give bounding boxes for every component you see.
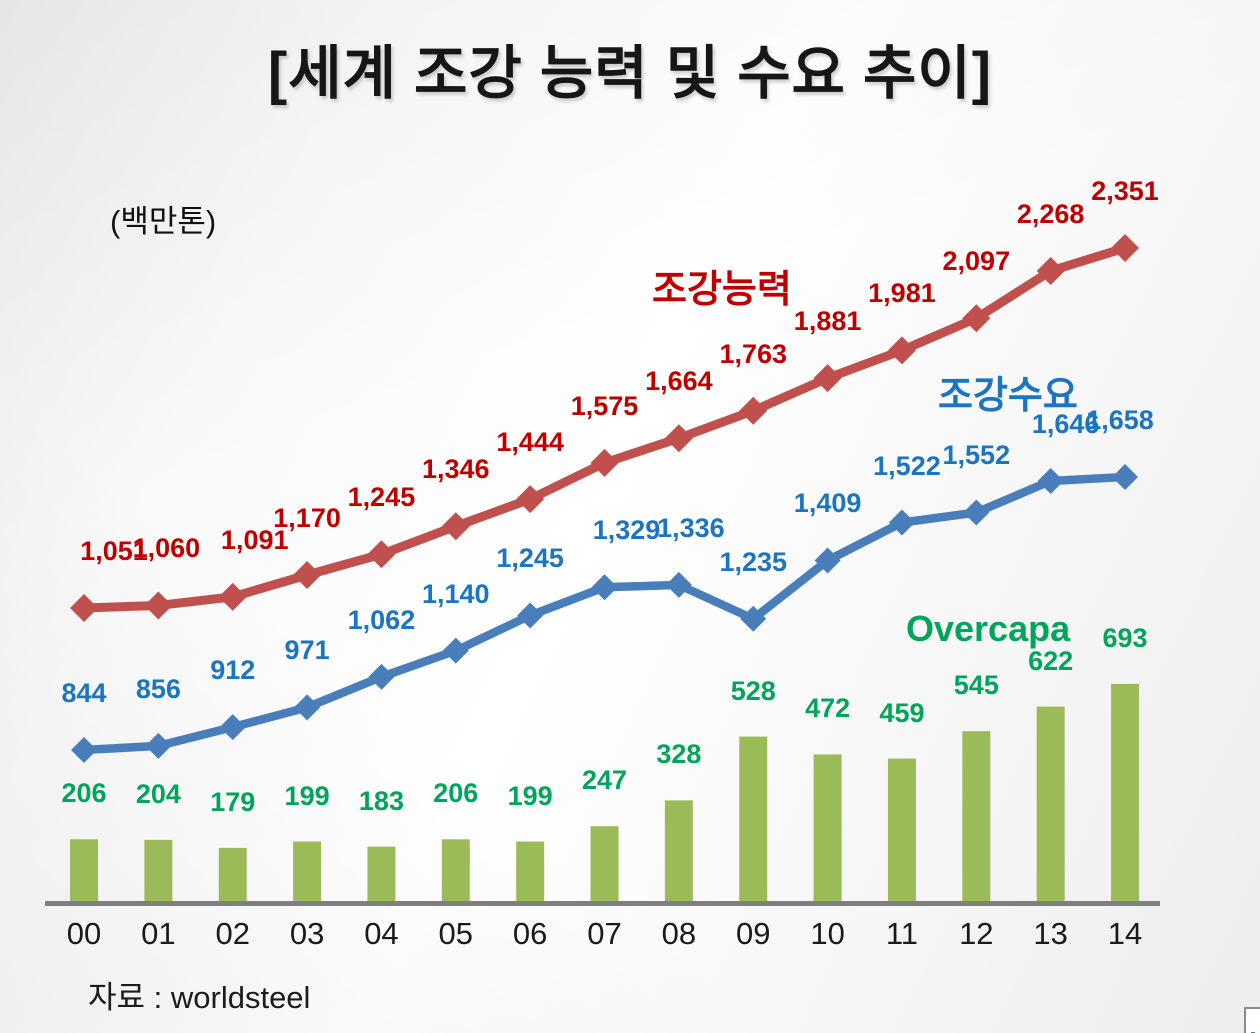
- capacity-point-marker: [516, 485, 545, 514]
- demand-point-marker: [71, 736, 97, 763]
- capacity-point-marker: [813, 364, 842, 393]
- demand-point-marker: [145, 732, 172, 759]
- overcapacity-bar: [144, 839, 173, 905]
- capacity-series-label: 조강능력: [652, 269, 792, 311]
- capacity-point-marker: [1036, 256, 1065, 285]
- source-label: 자료 : worldsteel: [88, 980, 311, 1015]
- demand-series-label: 조강수요: [938, 375, 1078, 417]
- capacity-point-marker: [70, 593, 98, 622]
- demand-point-marker: [740, 605, 767, 632]
- demand-point-marker: [294, 694, 321, 721]
- capacity-point-marker: [367, 540, 396, 569]
- capacity-point-marker: [1111, 233, 1140, 262]
- capacity-point-marker: [887, 336, 916, 365]
- overcapacity-bar: [962, 731, 991, 905]
- overcapacity-bar: [813, 754, 842, 905]
- overcapacity-bar: [590, 826, 619, 905]
- demand-point-marker: [442, 637, 469, 664]
- unit-label: (백만톤): [110, 204, 217, 239]
- demand-point-marker: [665, 571, 692, 598]
- demand-point-marker: [1037, 467, 1064, 494]
- capacity-point-marker: [441, 512, 470, 541]
- overcapacity-series-label: Overcapa: [906, 608, 1071, 649]
- overcapacity-bar: [887, 758, 916, 905]
- demand-point-marker: [368, 663, 395, 690]
- demand-point-marker: [591, 574, 618, 601]
- overcapacity-bar: [664, 800, 693, 905]
- overcapacity-bar: [1036, 706, 1065, 905]
- demand-point-marker: [814, 547, 841, 574]
- demand-point-marker: [517, 602, 544, 629]
- overcapacity-bar: [441, 839, 470, 905]
- overcapacity-bar: [293, 841, 322, 905]
- capacity-point-marker: [664, 424, 693, 453]
- overcapacity-bar: [367, 846, 396, 905]
- overcapacity-bar: [218, 847, 247, 905]
- overcapacity-bar: [70, 839, 98, 905]
- demand-point-marker: [219, 714, 246, 741]
- demand-point-marker: [1112, 463, 1139, 490]
- capacity-point-marker: [590, 448, 619, 477]
- capacity-point-marker: [144, 591, 173, 620]
- overcapacity-bar: [516, 841, 545, 905]
- overcapacity-bar: [1111, 683, 1140, 905]
- chart-title: [세계 조강 능력 및 수요 추이]: [267, 41, 993, 106]
- capacity-point-marker: [293, 561, 322, 590]
- demand-point-marker: [963, 499, 990, 526]
- overcapacity-bar: [739, 736, 768, 905]
- demand-point-marker: [888, 509, 915, 536]
- capacity-point-marker: [739, 396, 768, 425]
- capacity-line: [79, 243, 1130, 613]
- x-axis-line: [45, 901, 1160, 906]
- capacity-point-marker: [962, 304, 991, 333]
- capacity-point-marker: [218, 582, 247, 611]
- corner-window-thumbnail[interactable]: [1244, 1007, 1260, 1033]
